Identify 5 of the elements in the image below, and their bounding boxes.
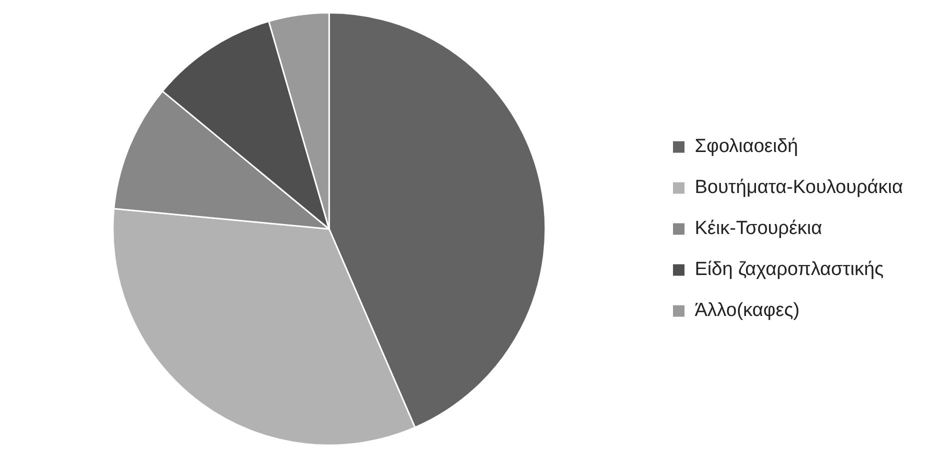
legend-label: Άλλο(καφες)	[694, 300, 800, 322]
legend-label: Είδη ζαχαροπλαστικής	[694, 259, 884, 280]
legend-label: Βουτήματα-Κουλουράκια	[694, 177, 904, 198]
legend-label: Κέικ-Τσουρέκια	[694, 218, 822, 240]
legend-label: Σφολιαοειδή	[694, 136, 798, 158]
